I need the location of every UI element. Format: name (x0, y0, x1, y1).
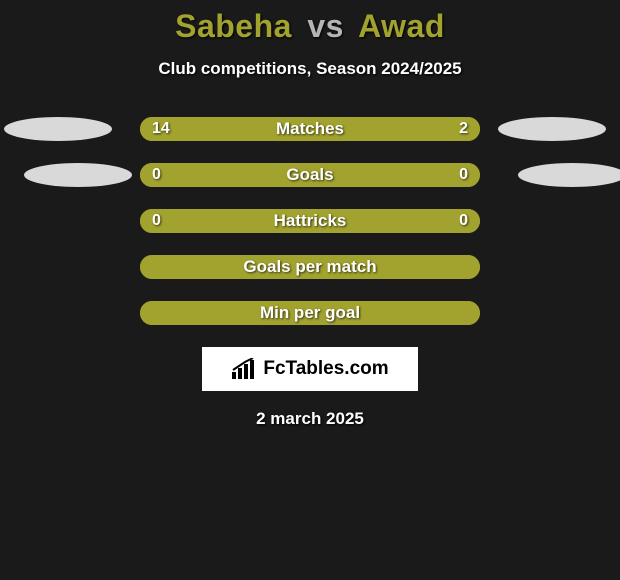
chart-icon (231, 358, 257, 380)
stat-label: Hattricks (140, 209, 480, 233)
stat-label: Matches (140, 117, 480, 141)
stat-row: 00Goals (0, 163, 620, 187)
stat-bar: 00Goals (140, 163, 480, 187)
stat-row: Goals per match (0, 255, 620, 279)
right-marker (498, 117, 606, 141)
stat-bar: Goals per match (140, 255, 480, 279)
stat-row: 00Hattricks (0, 209, 620, 233)
vs-text: vs (307, 8, 344, 44)
date: 2 march 2025 (0, 409, 620, 429)
stat-label: Goals per match (140, 255, 480, 279)
stat-bar: Min per goal (140, 301, 480, 325)
left-marker (4, 117, 112, 141)
stat-label: Min per goal (140, 301, 480, 325)
stat-row: 142Matches (0, 117, 620, 141)
player1-name: Sabeha (175, 8, 292, 44)
stat-row: Min per goal (0, 301, 620, 325)
right-marker (518, 163, 620, 187)
logo-text: FcTables.com (263, 358, 388, 380)
stat-bar: 00Hattricks (140, 209, 480, 233)
left-marker (24, 163, 132, 187)
subtitle: Club competitions, Season 2024/2025 (0, 59, 620, 79)
title: Sabeha vs Awad (0, 8, 620, 45)
stat-rows: 142Matches 00Goals 00Hattricks Goals per ma… (0, 117, 620, 325)
stat-bar: 142Matches (140, 117, 480, 141)
player2-name: Awad (358, 8, 445, 44)
comparison-card: Sabeha vs Awad Club competitions, Season… (0, 0, 620, 429)
stat-label: Goals (140, 163, 480, 187)
logo-box: FcTables.com (202, 347, 418, 391)
